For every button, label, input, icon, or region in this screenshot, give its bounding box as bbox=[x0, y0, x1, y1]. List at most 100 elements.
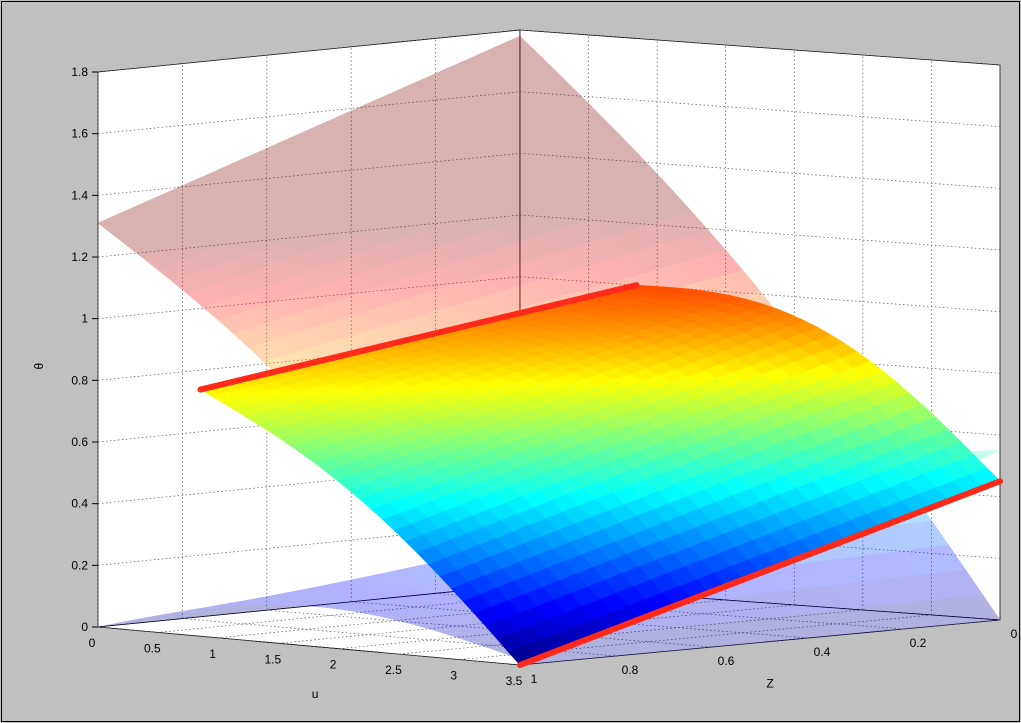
surface-patch bbox=[235, 596, 267, 604]
z-tick-label: 0 bbox=[1011, 627, 1018, 641]
surface-patch bbox=[450, 172, 484, 195]
surface-patch bbox=[340, 597, 372, 605]
surface-patch bbox=[443, 626, 478, 639]
surface-patch bbox=[343, 574, 376, 583]
surface-patch bbox=[375, 569, 407, 577]
surface-patch bbox=[400, 582, 433, 592]
surface-patch bbox=[644, 244, 679, 269]
surface-patch bbox=[374, 571, 406, 580]
surface-patch bbox=[403, 590, 435, 599]
surface-patch bbox=[278, 601, 311, 610]
theta-axis-label: θ bbox=[32, 362, 46, 369]
surface-patch bbox=[143, 612, 174, 619]
surface-patch bbox=[338, 594, 371, 604]
surface-patch bbox=[173, 239, 205, 259]
surface-patch bbox=[296, 308, 329, 329]
surface-patch bbox=[374, 221, 407, 243]
surface-patch bbox=[249, 304, 282, 325]
theta-tick-label: 1.4 bbox=[71, 188, 88, 202]
surface-patch bbox=[931, 598, 967, 626]
surface-patch bbox=[250, 247, 283, 268]
theta-tick-label: 1.8 bbox=[71, 65, 88, 79]
surface-patch bbox=[142, 214, 175, 235]
surface-patch bbox=[308, 122, 341, 145]
surface-patch bbox=[202, 301, 235, 321]
surface-patch bbox=[557, 109, 591, 133]
surface-patch bbox=[914, 520, 950, 548]
surface-patch bbox=[327, 582, 359, 590]
surface-patch bbox=[218, 201, 251, 222]
surface-patch bbox=[219, 601, 251, 608]
surface-patch bbox=[387, 589, 420, 597]
surface-patch bbox=[188, 611, 220, 619]
surface-patch bbox=[374, 569, 407, 578]
surface-patch bbox=[448, 129, 482, 152]
surface-patch bbox=[437, 283, 471, 306]
surface-patch bbox=[897, 522, 933, 550]
surface-patch bbox=[341, 587, 374, 593]
surface-patch bbox=[610, 207, 645, 232]
surface-patch bbox=[501, 264, 535, 288]
surface-patch bbox=[661, 263, 696, 289]
surface-patch bbox=[430, 91, 464, 115]
surface-patch bbox=[434, 156, 468, 179]
surface-patch bbox=[234, 253, 267, 273]
surface-patch bbox=[390, 564, 423, 573]
surface-patch bbox=[527, 143, 562, 167]
surface-patch bbox=[311, 587, 343, 595]
surface-patch bbox=[545, 182, 580, 206]
surface-patch bbox=[548, 249, 583, 274]
surface-patch bbox=[143, 613, 174, 620]
surface-patch bbox=[265, 202, 298, 223]
surface-patch bbox=[202, 169, 235, 190]
surface-patch bbox=[324, 591, 357, 601]
surface-patch bbox=[234, 600, 266, 608]
surface-patch bbox=[265, 590, 298, 598]
surface-patch bbox=[428, 622, 463, 634]
u-tick-label: 1 bbox=[209, 647, 216, 661]
surface-patch bbox=[234, 596, 266, 603]
surface-patch bbox=[608, 161, 643, 185]
grid-line-z-floor bbox=[97, 626, 521, 666]
surface-patch bbox=[343, 577, 375, 586]
surface-patch bbox=[369, 117, 403, 140]
surface-patch bbox=[204, 605, 236, 612]
surface-patch bbox=[234, 234, 267, 254]
surface-patch bbox=[931, 544, 967, 573]
surface-patch bbox=[265, 260, 298, 281]
surface-patch bbox=[264, 599, 296, 608]
surface-patch bbox=[404, 569, 437, 579]
surface-patch bbox=[931, 571, 967, 599]
u-tick-label: 2 bbox=[330, 658, 337, 672]
surface-patch bbox=[543, 137, 577, 161]
surface-patch bbox=[492, 88, 527, 112]
surface-patch bbox=[265, 592, 297, 600]
surface-patch bbox=[279, 332, 312, 353]
surface-patch bbox=[263, 142, 296, 164]
surface-patch bbox=[489, 42, 523, 67]
surface-patch bbox=[311, 303, 345, 324]
surface-patch bbox=[358, 574, 391, 583]
surface-patch bbox=[405, 252, 439, 274]
surface-patch bbox=[453, 279, 487, 302]
surface-patch bbox=[311, 204, 344, 225]
surface-patch bbox=[188, 607, 220, 614]
grid-line-z-floor bbox=[266, 609, 713, 648]
surface-patch bbox=[413, 618, 448, 630]
surface-patch bbox=[495, 132, 530, 156]
surface-patch bbox=[643, 220, 678, 246]
surface-patch bbox=[358, 579, 391, 585]
surface-patch bbox=[445, 616, 480, 628]
surface-patch bbox=[359, 573, 391, 580]
surface-patch bbox=[249, 285, 282, 306]
surface-patch bbox=[359, 575, 391, 582]
surface-patch bbox=[311, 585, 344, 591]
surface-patch bbox=[295, 592, 327, 601]
surface-patch bbox=[249, 601, 281, 609]
surface-patch bbox=[265, 299, 298, 320]
surface-patch bbox=[517, 281, 551, 305]
surface-patch bbox=[324, 602, 356, 610]
surface-patch bbox=[677, 258, 712, 284]
surface-patch bbox=[295, 592, 327, 598]
surface-patch bbox=[280, 313, 313, 334]
